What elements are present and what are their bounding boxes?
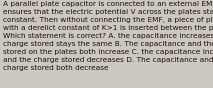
Text: A parallel plate capacitor is connected to an external EMF, which
ensures that t: A parallel plate capacitor is connected … — [3, 1, 213, 70]
